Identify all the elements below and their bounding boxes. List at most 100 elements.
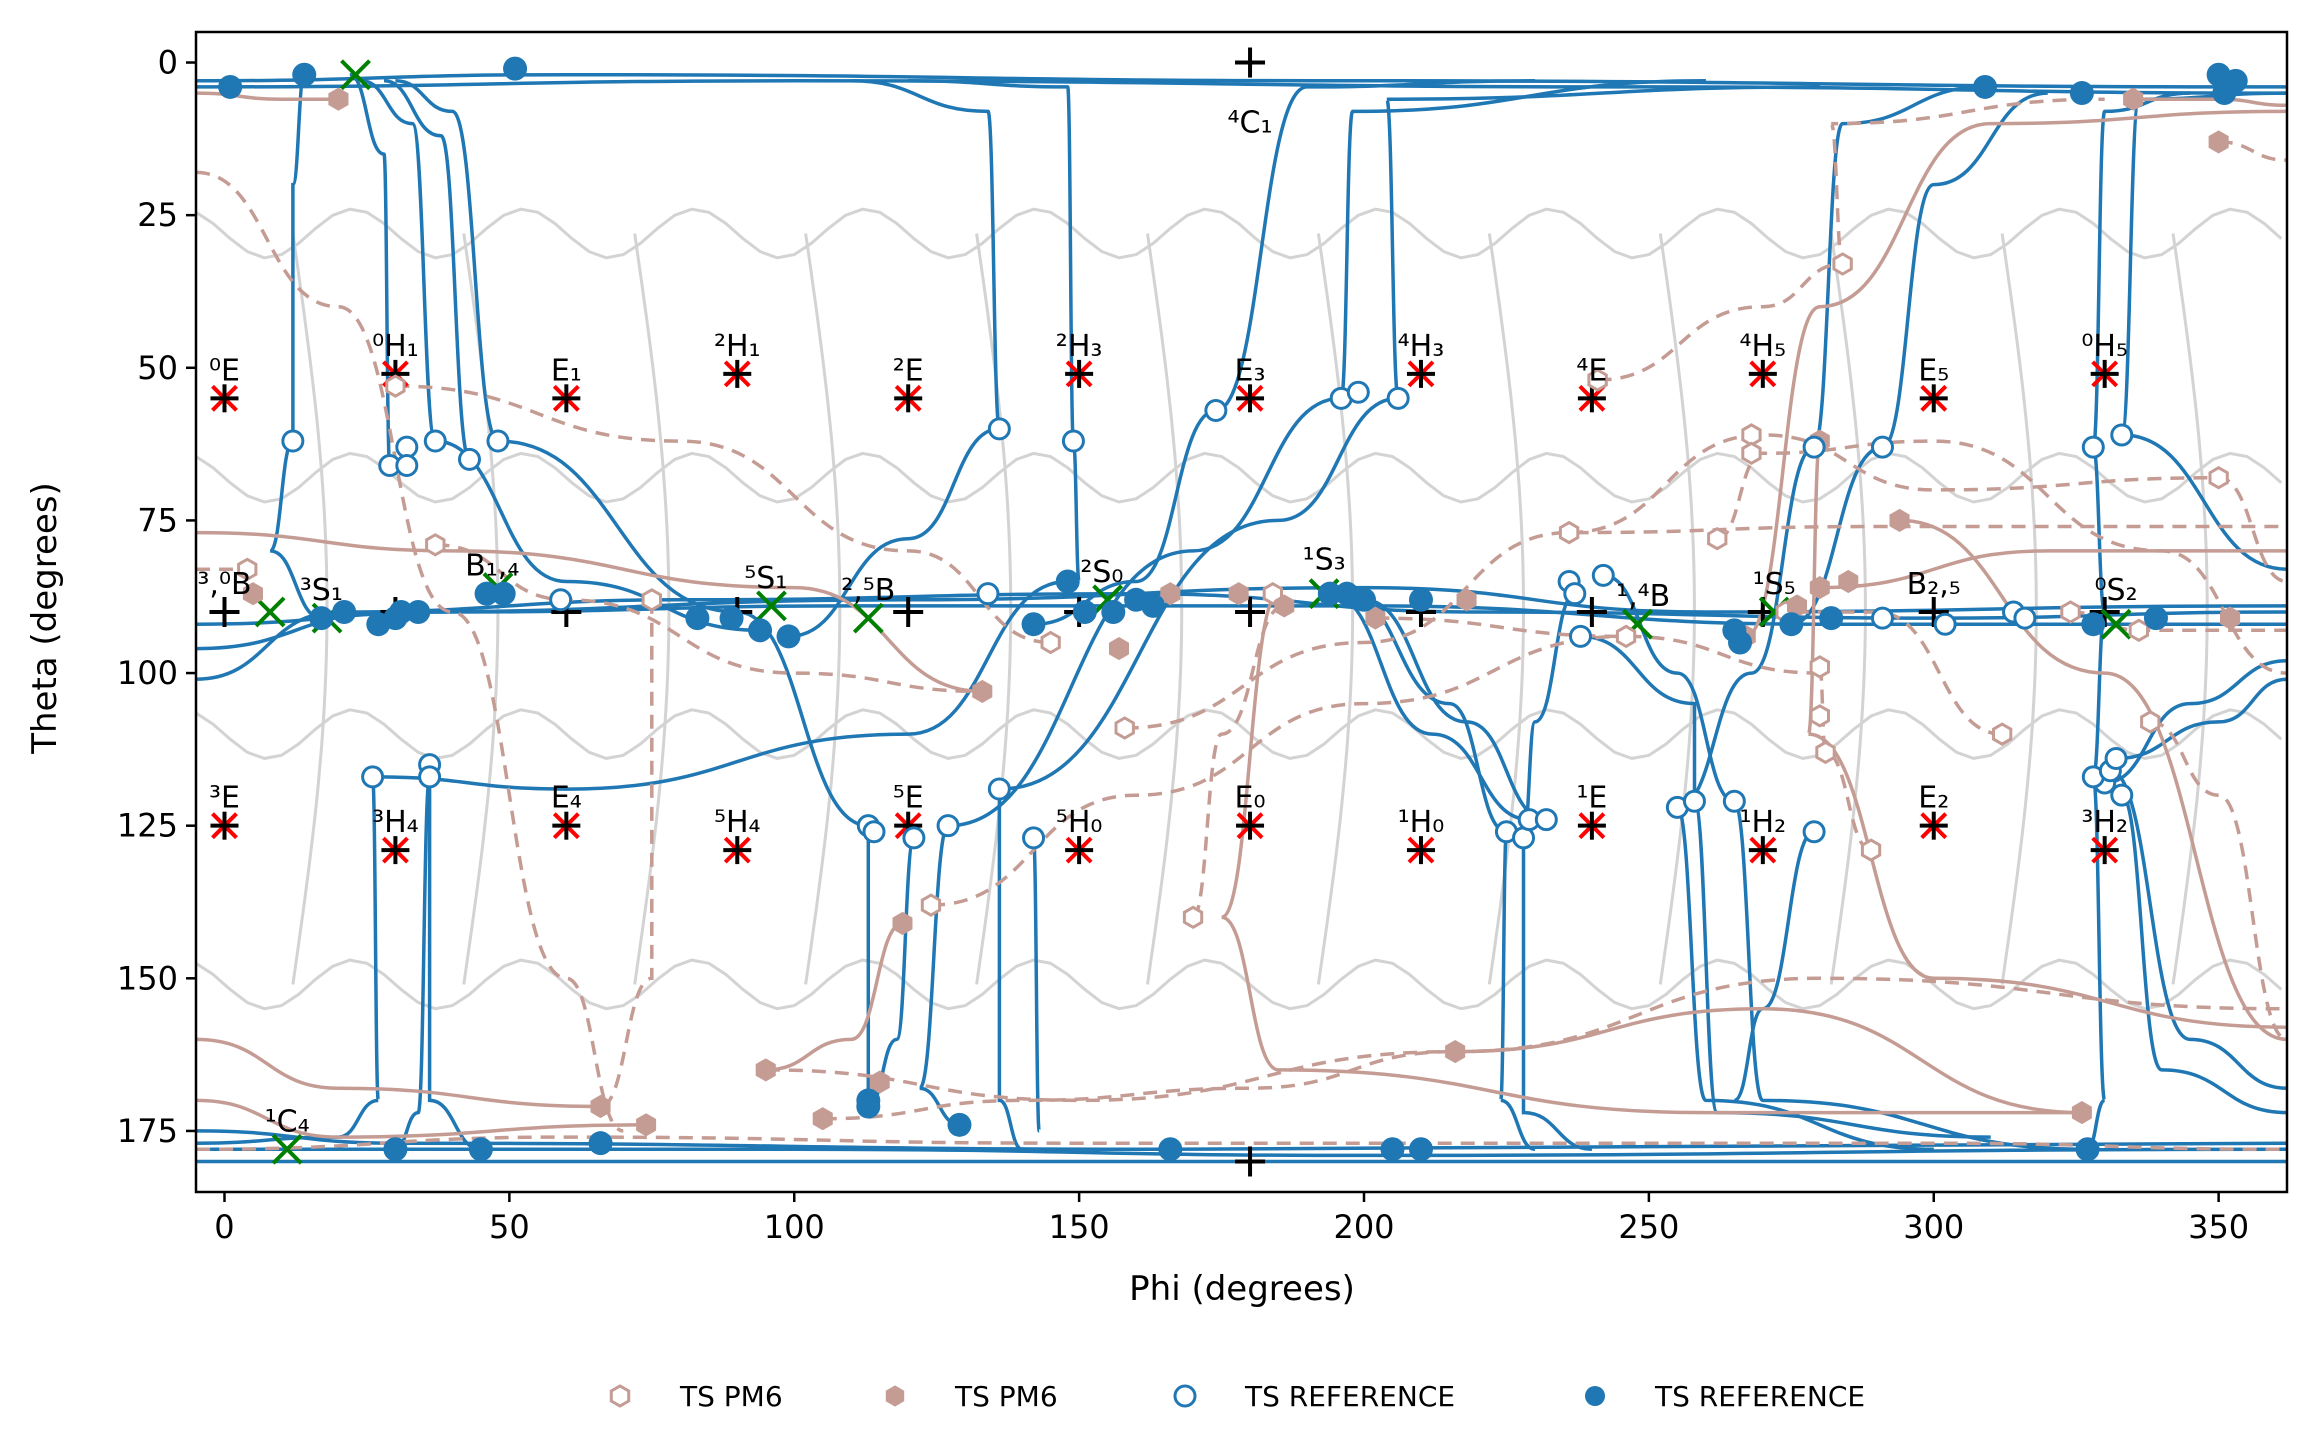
reference-trajectory: [196, 775, 381, 1145]
conformation-label: ⁰H₅: [2081, 329, 2128, 364]
conformation-label: ⁵E: [893, 781, 924, 816]
data-point-filled-hexagon: [755, 1058, 776, 1082]
data-point-open-circle: [418, 765, 442, 789]
conformation-marker: [552, 384, 581, 413]
conformation-marker: [210, 384, 239, 413]
data-point-filled-circle: [1408, 1137, 1433, 1162]
data-point-filled-hexagon: [869, 1070, 890, 1094]
data-point-filled-circle: [389, 600, 414, 624]
data-point-open-circle: [1802, 435, 1826, 459]
center-point-marker: [893, 597, 924, 627]
data-point-filled-circle: [588, 1131, 613, 1156]
data-point-open-circle: [1061, 429, 1085, 453]
conformation-label: ¹S₃: [1303, 543, 1346, 578]
local-minimum-marker: [756, 590, 787, 622]
data-point-filled-hexagon: [972, 679, 993, 703]
reference-trajectory: [1580, 634, 1697, 802]
data-point-open-circle: [1870, 606, 1894, 630]
reference-trajectory: [851, 79, 1002, 431]
reference-trajectory: [788, 427, 1000, 639]
pm6-dashed-trajectory: [196, 170, 624, 1133]
data-point-filled-hexagon: [1809, 576, 1830, 600]
conformation-label: ⁵S₁: [744, 561, 787, 596]
conformation-label: ¹H₂: [1740, 805, 1787, 840]
data-point-open-hexagon: [1114, 716, 1135, 740]
data-point-open-circle: [1870, 435, 1894, 459]
conformation-label: E₂: [1918, 781, 1949, 816]
data-point-filled-circle: [776, 624, 801, 649]
data-point-open-hexagon: [1832, 252, 1853, 276]
data-point-open-circle: [2081, 435, 2105, 459]
data-point-filled-hexagon: [1109, 637, 1129, 661]
data-point-open-circle: [1204, 399, 1228, 423]
data-point-filled-circle: [491, 581, 516, 606]
data-point-filled-circle: [1317, 581, 1342, 606]
data-point-open-circle: [395, 453, 419, 477]
conformation-label: ⁴H₅: [1740, 329, 1787, 364]
data-point-open-circle: [1346, 380, 1370, 404]
conformation-marker: [723, 359, 752, 388]
data-point-filled-hexagon: [1160, 582, 1181, 606]
conformation-marker: [1748, 359, 1777, 388]
reference-trajectory: [427, 764, 482, 1152]
data-point-filled-hexagon: [2123, 87, 2144, 111]
data-point-filled-hexagon: [1365, 606, 1386, 630]
reference-trajectory: [1677, 445, 1815, 810]
pm6-trajectory: [1819, 549, 2287, 590]
reference-trajectory: [999, 396, 1399, 791]
y-tick-label: 175: [117, 1112, 178, 1150]
conformation-marker: [210, 811, 239, 840]
data-point-filled-hexagon: [892, 911, 913, 935]
conformation-label: ¹C₄: [265, 1104, 310, 1139]
pm6-dashed-trajectory: [822, 1049, 1456, 1121]
conformation-label: ¹H₀: [1398, 805, 1445, 840]
reference-trajectory: [1339, 79, 1706, 401]
conformation-marker: [723, 836, 752, 865]
data-point-filled-circle: [292, 62, 317, 87]
data-point-open-hexagon: [1809, 704, 1830, 728]
data-point-filled-hexagon: [328, 87, 349, 111]
mesh-column-line: [1658, 233, 1696, 985]
data-point-open-circle: [1682, 789, 1706, 813]
conformation-marker: [1919, 384, 1948, 413]
conformation-label-layer: ⁴C₁ ⁰E ⁰H₁ E₁ ²H₁ ²E ²H₃ E₃ ⁴H₃ ⁴E ⁴H₅ E₅ ⁰H₅ ³,⁰B ³S₁…: [197, 106, 2137, 1140]
legend-item: TS PM6: [609, 1380, 783, 1413]
x-stroke: [271, 1133, 303, 1165]
legend-marker-filled-hexagon: [885, 1385, 905, 1407]
y-tick-label: 75: [137, 501, 178, 539]
data-point-open-hexagon: [1558, 520, 1580, 545]
data-point-filled-circle: [1072, 600, 1097, 624]
data-point-open-circle: [361, 765, 385, 789]
center-point-marker: [1576, 597, 1607, 627]
reference-trajectory: [2121, 433, 2287, 572]
reference-trajectory: [917, 823, 960, 1127]
data-point-filled-circle: [1021, 612, 1046, 637]
conformation-label: ⁴E: [1576, 353, 1607, 388]
pm6-trajectory: [196, 530, 983, 694]
reference-trajectory: [1603, 573, 1735, 804]
reference-trajectory: [1732, 799, 2088, 1152]
marker-layer: [209, 47, 2248, 1177]
conformation-marker: [1406, 836, 1435, 865]
data-point-open-hexagon: [2208, 465, 2229, 490]
data-point-filled-circle: [383, 1137, 408, 1162]
conformation-label: E₁: [551, 353, 582, 388]
x-stroke: [340, 59, 371, 91]
center-point-marker: [1235, 597, 1266, 627]
reference-trajectory: [360, 79, 438, 443]
data-point-open-circle: [1722, 789, 1746, 813]
data-point-open-hexagon: [1615, 624, 1637, 649]
data-point-open-circle: [976, 582, 1000, 606]
data-point-filled-circle: [2069, 81, 2094, 106]
conformation-label: ¹S₅: [1753, 567, 1796, 602]
legend-label: TS REFERENCE: [1244, 1380, 1455, 1413]
data-point-open-circle: [281, 429, 305, 453]
conformation-marker: [1065, 836, 1094, 865]
mesh-row-line: [196, 958, 2283, 1011]
conformation-label: ⁰S₂: [2095, 573, 2138, 608]
reference-trajectory: [2120, 793, 2287, 1115]
conformation-label: E₀: [1235, 781, 1266, 816]
pm6-dashed-trajectory: [1375, 616, 1820, 675]
data-point-open-hexagon: [1707, 526, 1728, 551]
reference-trajectory: [1031, 836, 1041, 1133]
